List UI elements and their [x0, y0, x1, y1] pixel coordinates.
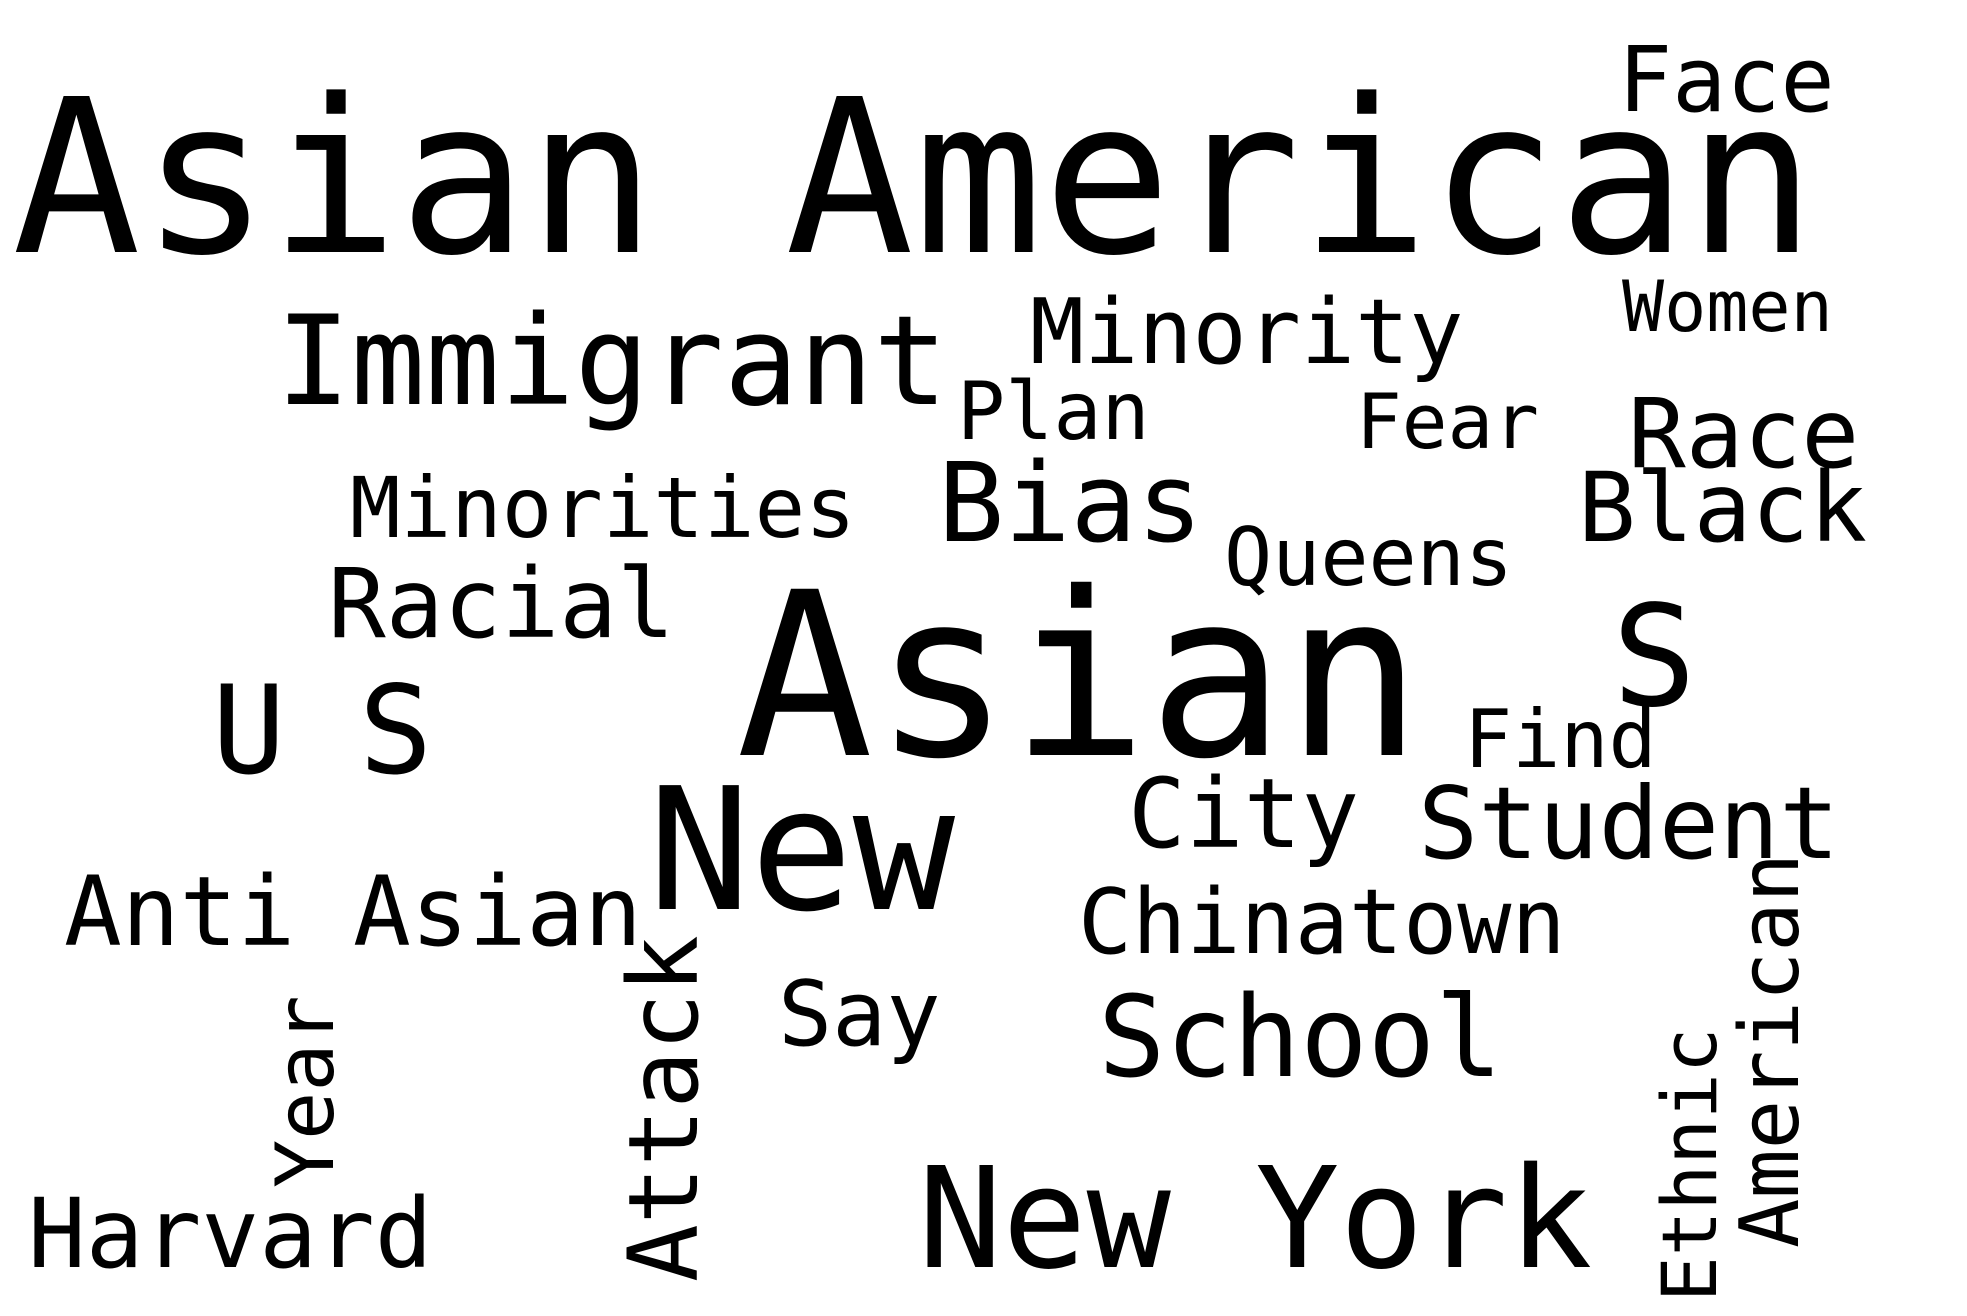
word-say: Say: [778, 962, 941, 1067]
word-new-york: New York: [918, 1138, 1593, 1301]
word-anti-asian: Anti Asian: [64, 856, 642, 968]
word-face: Face: [1618, 28, 1835, 133]
word-u-s: U S: [212, 660, 433, 802]
word-women: Women: [1622, 266, 1833, 348]
word-plan: Plan: [957, 365, 1150, 458]
word-s: S: [1612, 576, 1697, 739]
word-fear: Fear: [1356, 377, 1540, 466]
word-minority: Minority: [1030, 280, 1464, 385]
word-city: City: [1128, 758, 1360, 870]
word-queens: Queens: [1224, 511, 1513, 604]
word-harvard: Harvard: [28, 1178, 433, 1290]
word-asian: Asian: [736, 543, 1423, 809]
word-find: Find: [1464, 693, 1657, 786]
word-immigrant: Immigrant: [276, 290, 948, 434]
word-black: Black: [1578, 452, 1867, 564]
word-american: American: [1723, 853, 1818, 1248]
word-student: Student: [1418, 765, 1840, 882]
word-racial: Racial: [328, 548, 675, 660]
word-attack: Attack: [608, 935, 720, 1282]
word-new: New: [648, 752, 956, 950]
word-race: Race: [1628, 378, 1860, 490]
word-bias: Bias: [938, 439, 1203, 567]
word-ethnic: Ethnic: [1645, 1027, 1734, 1302]
word-minorities: Minorities: [350, 459, 856, 557]
word-school: School: [1098, 973, 1503, 1103]
word-year: Year: [259, 995, 352, 1188]
word-chinatown: Chinatown: [1078, 870, 1566, 975]
word-asian-american: Asian American: [12, 54, 1816, 303]
